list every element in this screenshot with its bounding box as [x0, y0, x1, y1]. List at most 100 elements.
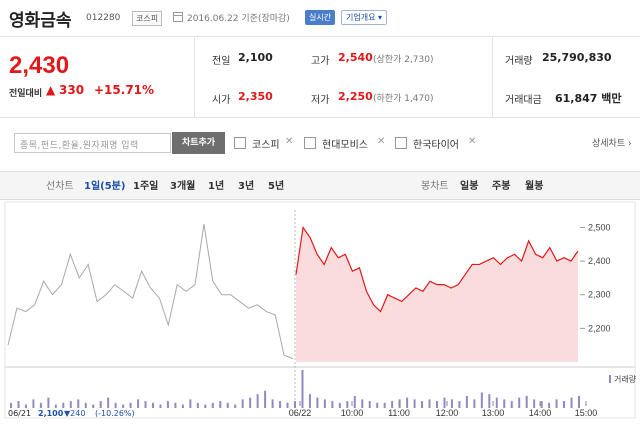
volume-bar	[256, 394, 259, 408]
volume-bar	[181, 404, 184, 408]
volume-bar	[24, 404, 27, 408]
volume-bar	[428, 399, 431, 408]
volume-bar	[204, 404, 207, 408]
remove-icon[interactable]: ✕	[285, 136, 294, 147]
volume-bar	[391, 401, 394, 408]
period-3m[interactable]: 3개월	[170, 181, 196, 192]
volume-bar	[563, 401, 566, 408]
volume-bar	[226, 402, 229, 408]
high-value: 2,540	[338, 51, 373, 64]
prev-day-line	[7, 224, 294, 360]
volume-bar	[166, 401, 169, 408]
upper-limit: (상한가 2,730)	[373, 55, 434, 65]
volume-bar	[533, 399, 536, 408]
y-axis-ticks: 2,500 2,400 2,300 2,200	[588, 222, 611, 333]
change-label: 전일대비	[9, 89, 43, 99]
volume-bar	[144, 401, 147, 408]
volume-bar	[398, 399, 401, 408]
volume-bar	[39, 402, 42, 408]
volume-bar	[308, 394, 311, 408]
candle-weekly[interactable]: 주봉	[492, 181, 511, 192]
stock-code: 012280	[86, 13, 121, 23]
volume-bar	[62, 402, 65, 408]
open-value: 2,350	[238, 90, 273, 103]
divider	[0, 117, 640, 118]
price-chart[interactable]: 2,500 2,400 2,300 2,200 06/22 10:00 11:00 12:0…	[0, 200, 640, 436]
divider	[194, 37, 195, 117]
volume-bar	[17, 401, 20, 408]
line-chart-label: 선차트	[46, 181, 74, 192]
volume-bars	[10, 370, 580, 408]
volume-bar	[32, 399, 35, 408]
divider	[492, 37, 493, 117]
volume-bar	[421, 401, 424, 408]
volume-bar	[137, 399, 140, 408]
candle-chart-label: 봉차트	[421, 181, 449, 192]
volume-bar	[518, 397, 521, 408]
company-overview-button[interactable]: 기업개요 ▾	[341, 10, 387, 25]
volume-bar	[294, 401, 296, 408]
candle-monthly[interactable]: 월봉	[525, 181, 544, 192]
volume-bar	[436, 401, 438, 408]
volume-bar	[331, 401, 334, 408]
search-input[interactable]: 종목,펀드,환율,원자재명 입력	[14, 133, 171, 153]
volume-bar	[122, 404, 125, 408]
market-badge: 코스피	[132, 11, 163, 26]
x-tick-label: 11:00	[388, 408, 410, 418]
compare-label-mobis: 현대모비스	[322, 140, 368, 151]
volume-bar	[525, 395, 528, 408]
x-tick-label: 14:00	[529, 408, 552, 418]
volume-bar	[107, 397, 110, 408]
volume-bar	[548, 402, 551, 408]
y-tick-label: 2,300	[588, 290, 611, 300]
volume-bar	[323, 399, 326, 408]
volume-bar	[368, 401, 371, 408]
chart-grid	[580, 226, 585, 329]
volume-bar	[99, 401, 102, 408]
current-price: 2,430	[9, 52, 70, 79]
period-1y[interactable]: 1년	[208, 181, 225, 192]
detail-chart-link[interactable]: 상세차트 ›	[592, 139, 632, 149]
period-5y[interactable]: 5년	[268, 181, 285, 192]
volume-bar	[578, 395, 580, 408]
volume-bar	[465, 395, 468, 408]
volume-bar	[286, 402, 289, 408]
amount-value: 61,847 백만	[555, 92, 622, 105]
period-3y[interactable]: 3년	[238, 181, 255, 192]
divider	[0, 36, 640, 37]
prev-price: 2,100	[38, 409, 64, 418]
remove-icon[interactable]: ✕	[377, 136, 386, 147]
candle-daily[interactable]: 일봉	[460, 181, 479, 192]
change-value: 330	[59, 83, 85, 97]
volume-bar	[189, 399, 192, 408]
volume-bar	[271, 399, 274, 408]
volume-bar	[413, 399, 416, 408]
volume-bar	[159, 404, 162, 408]
x-tick-label: 06/22	[289, 408, 312, 418]
up-arrow-icon: ▲	[46, 83, 56, 97]
compare-checkbox-hankook[interactable]	[395, 137, 407, 149]
volume-bar	[540, 401, 543, 408]
remove-icon[interactable]: ✕	[468, 136, 477, 147]
volume-bar	[353, 395, 356, 408]
compare-checkbox-kospi[interactable]	[234, 137, 246, 149]
x-axis-ticks: 06/22 10:00 11:00 12:00 13:00 14:00 15:00	[289, 401, 598, 418]
volume-bar	[450, 399, 453, 408]
chart-toolbar	[0, 171, 640, 200]
period-1w[interactable]: 1주일	[133, 181, 159, 192]
volume-bar	[174, 402, 177, 408]
volume-bar	[249, 397, 252, 408]
compare-checkbox-mobis[interactable]	[304, 137, 316, 149]
volume-bar	[152, 402, 154, 408]
volume-bar	[361, 399, 364, 408]
volume-bar	[406, 397, 409, 408]
add-chart-button[interactable]: 차트추가	[172, 132, 225, 154]
volume-bar	[77, 399, 80, 408]
volume-bar	[211, 402, 214, 408]
period-1d[interactable]: 1일(5분)	[84, 181, 126, 192]
realtime-button[interactable]: 실시간	[305, 10, 336, 25]
volume-bar	[510, 401, 513, 408]
x-tick-label: 12:00	[436, 408, 459, 418]
x-tick-label: 15:00	[575, 408, 598, 418]
volume-bar	[47, 397, 50, 408]
